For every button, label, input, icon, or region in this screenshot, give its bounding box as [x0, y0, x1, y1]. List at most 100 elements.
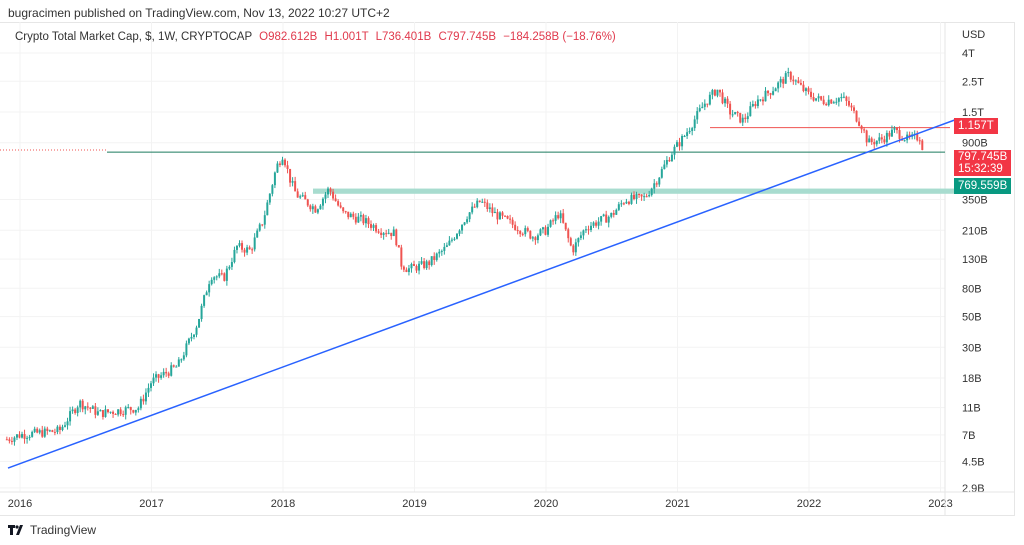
candle-body — [284, 159, 287, 166]
candle-body — [372, 225, 375, 228]
candle-body — [205, 292, 208, 296]
candle-body — [878, 137, 881, 141]
candle-body — [74, 409, 77, 413]
last-price-tag: 797.745B 15:32:39 — [954, 150, 1012, 176]
candle-body — [600, 216, 603, 222]
candle-body — [562, 213, 565, 223]
candle-body — [519, 231, 522, 234]
candle-body — [701, 106, 704, 109]
candle-body — [433, 256, 436, 260]
candle-body — [425, 261, 428, 269]
candle-body — [185, 343, 188, 356]
candle-body — [410, 264, 413, 269]
candle-body — [278, 163, 281, 165]
candle-body — [48, 430, 51, 432]
candle-body — [541, 227, 544, 230]
candle-body — [653, 183, 656, 189]
candle-body — [405, 269, 408, 272]
candle-body — [736, 112, 739, 114]
candle-body — [615, 209, 618, 215]
candle-body — [402, 266, 405, 270]
candle-body — [200, 305, 203, 320]
candle-body — [696, 111, 699, 120]
symbol-legend: Crypto Total Market Cap, $, 1W, CRYPTOCA… — [15, 31, 616, 43]
candle-body — [418, 263, 421, 271]
candle-body — [306, 199, 309, 206]
candle-body — [761, 99, 764, 102]
candle-body — [339, 205, 342, 208]
candle-body — [195, 327, 198, 335]
candle-body — [468, 212, 471, 220]
candle-body — [334, 198, 337, 202]
candle-body — [223, 273, 226, 281]
candle-body — [807, 88, 810, 92]
candle-body — [784, 73, 787, 84]
candle-body — [476, 200, 479, 208]
candle-body — [794, 80, 797, 82]
candle-body — [273, 172, 276, 186]
last-price: 797.745B — [958, 151, 1008, 163]
candle-body — [375, 225, 378, 232]
candle-body — [445, 245, 448, 247]
candle-body — [627, 201, 630, 204]
candle-body — [774, 88, 777, 92]
candle-body — [157, 374, 160, 378]
candle-body — [412, 264, 415, 266]
candle-body — [531, 237, 534, 239]
candle-body — [645, 196, 648, 198]
candle-body — [908, 134, 911, 137]
candle-body — [885, 132, 888, 143]
candle-body — [724, 98, 727, 104]
candle-body — [890, 129, 893, 137]
candle-body — [670, 154, 673, 162]
candle-body — [390, 232, 393, 237]
candle-body — [665, 159, 668, 165]
candle-body — [251, 249, 254, 251]
candle-body — [79, 400, 82, 408]
candle-body — [691, 128, 694, 131]
candle-body — [751, 104, 754, 107]
candle-body — [228, 266, 231, 269]
candle-body — [875, 140, 878, 145]
candle-body — [592, 222, 595, 226]
candle-body — [167, 373, 170, 376]
candle-body — [539, 229, 542, 236]
candle-body — [276, 163, 279, 173]
candle-body — [208, 284, 211, 293]
candle-body — [549, 220, 552, 227]
candle-body — [256, 230, 259, 238]
candle-body — [327, 188, 330, 195]
candle-body — [529, 230, 532, 239]
candle-body — [289, 168, 292, 183]
candle-body — [246, 247, 249, 253]
ohlc-low: L736.401B — [375, 31, 432, 43]
candle-body — [314, 206, 317, 213]
candle-body — [713, 90, 716, 96]
candle-body — [347, 211, 350, 218]
candle-body — [10, 440, 13, 442]
candle-body — [693, 119, 696, 129]
candle-body — [349, 213, 352, 218]
x-axis-tick: 2023 — [928, 498, 952, 510]
candle-body — [860, 125, 863, 130]
candle-body — [612, 212, 615, 215]
candle-body — [309, 205, 312, 210]
candle-body — [802, 84, 805, 91]
candle-body — [119, 409, 122, 415]
candle-body — [248, 247, 251, 250]
tradingview-logo-icon — [8, 525, 23, 535]
candle-body — [440, 250, 443, 252]
candle-body — [496, 211, 499, 220]
candle-body — [362, 215, 365, 224]
candle-body — [190, 336, 193, 339]
candle-body — [147, 387, 150, 393]
candle-body — [329, 188, 332, 192]
candle-body — [41, 430, 44, 437]
candle-body — [526, 228, 529, 231]
candle-body — [213, 277, 216, 280]
candle-body — [547, 226, 550, 235]
candle-body — [729, 103, 732, 115]
candle-body — [395, 229, 398, 246]
candle-body — [458, 230, 461, 234]
